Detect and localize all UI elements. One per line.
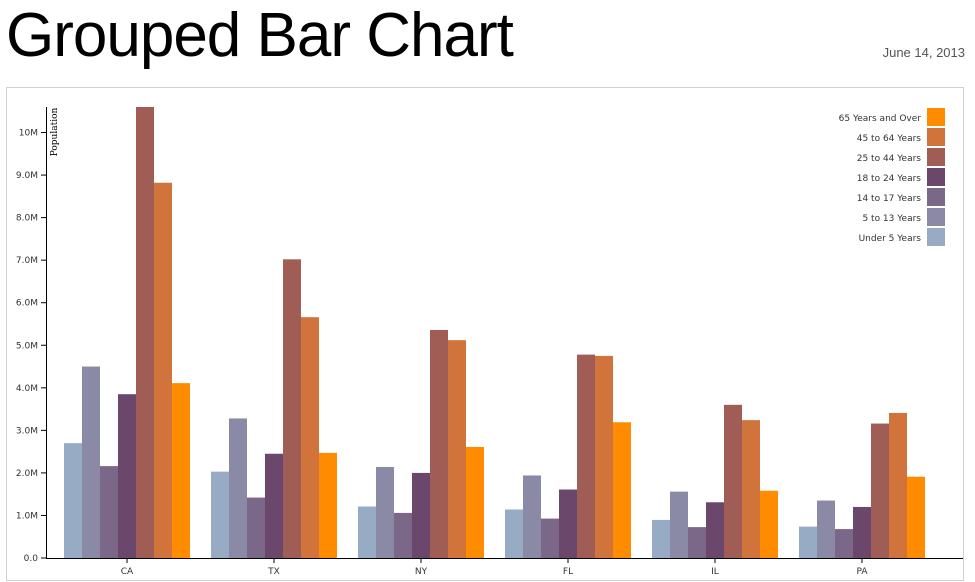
bar-ny-7 xyxy=(466,446,484,558)
y-axis: 0.0 1.0M 2.0M 3.0M 4.0M 5.0M 6.0M 7.0M 8.0M 9.0M 1… xyxy=(16,107,47,564)
bar-il-6 xyxy=(742,420,760,558)
y-tick-label: 8.0M xyxy=(16,214,38,224)
bar-il-4 xyxy=(706,502,724,558)
bar-pa-4 xyxy=(853,506,871,558)
chart-frame xyxy=(6,87,964,581)
bar-ny-3 xyxy=(394,512,412,558)
x-tick-label: TX xyxy=(267,567,280,577)
bar-pa-7 xyxy=(907,476,925,558)
bar-ny-5 xyxy=(430,329,448,558)
legend-swatch xyxy=(927,128,945,146)
page-title: Grouped Bar Chart xyxy=(6,1,514,70)
y-tick-label: 5.0M xyxy=(16,341,38,351)
bar-il-2 xyxy=(670,491,688,558)
bar-ny-1 xyxy=(358,506,376,558)
bar-tx-1 xyxy=(211,471,229,558)
legend-label: 5 to 13 Years xyxy=(862,214,921,224)
bar-pa-6 xyxy=(889,412,907,558)
bar-il-5 xyxy=(724,404,742,558)
legend-swatch xyxy=(927,208,945,226)
legend-label: Under 5 Years xyxy=(859,234,922,244)
bar-pa-3 xyxy=(835,529,853,558)
legend-swatch xyxy=(927,228,945,246)
legend: 65 Years and Over 45 to 64 Years 25 to 44 … xyxy=(839,108,945,246)
bar-pa-5 xyxy=(871,423,889,558)
bar-ca-5 xyxy=(136,107,154,558)
bars-layer xyxy=(64,107,925,559)
bar-ny-4 xyxy=(412,472,430,558)
y-tick-label: 3.0M xyxy=(16,426,38,436)
bar-tx-6 xyxy=(301,317,319,558)
legend-label: 14 to 17 Years xyxy=(857,194,922,204)
bar-ny-6 xyxy=(448,340,466,558)
y-tick-label: 0.0 xyxy=(24,554,39,564)
bar-pa-1 xyxy=(799,526,817,558)
bar-tx-2 xyxy=(229,418,247,558)
bar-fl-1 xyxy=(505,509,523,558)
y-tick-label: 7.0M xyxy=(16,256,38,266)
y-tick-label: 1.0M xyxy=(16,511,38,521)
bar-ca-6 xyxy=(154,182,172,559)
legend-swatch xyxy=(927,108,945,126)
bar-ca-1 xyxy=(64,443,82,558)
legend-label: 45 to 64 Years xyxy=(857,134,922,144)
bar-ca-3 xyxy=(100,466,118,558)
legend-swatch xyxy=(927,148,945,166)
legend-swatch xyxy=(927,168,945,186)
bar-il-3 xyxy=(688,527,706,558)
x-tick-label: CA xyxy=(121,567,134,577)
bar-il-7 xyxy=(760,490,778,558)
bar-ca-7 xyxy=(172,383,190,558)
bar-fl-3 xyxy=(541,518,559,558)
y-tick-label: 9.0M xyxy=(16,171,38,181)
bar-pa-2 xyxy=(817,500,835,558)
bar-tx-4 xyxy=(265,453,283,558)
bar-ca-4 xyxy=(118,394,136,558)
x-axis: CA TX NY FL IL PA xyxy=(46,558,963,577)
bar-tx-7 xyxy=(319,452,337,558)
legend-label: 25 to 44 Years xyxy=(857,154,922,164)
legend-swatch xyxy=(927,188,945,206)
bar-fl-4 xyxy=(559,489,577,558)
y-tick-label: 2.0M xyxy=(16,469,38,479)
bar-tx-3 xyxy=(247,497,265,558)
y-tick-label: 6.0M xyxy=(16,299,38,309)
x-tick-label: NY xyxy=(415,567,428,577)
bar-il-1 xyxy=(652,519,670,558)
bar-ny-2 xyxy=(376,466,394,558)
bar-ca-2 xyxy=(82,366,100,558)
bar-fl-2 xyxy=(523,475,541,558)
x-tick-label: FL xyxy=(563,567,573,577)
bar-fl-5 xyxy=(577,354,595,558)
y-tick-label: 4.0M xyxy=(16,384,38,394)
x-tick-label: IL xyxy=(711,567,719,577)
legend-label: 65 Years and Over xyxy=(839,114,922,124)
bar-tx-5 xyxy=(283,259,301,558)
bar-fl-7 xyxy=(613,422,631,558)
x-tick-label: PA xyxy=(856,567,868,577)
page-date: June 14, 2013 xyxy=(882,45,965,60)
legend-label: 18 to 24 Years xyxy=(857,174,922,184)
y-axis-title: Population xyxy=(50,107,60,156)
bar-fl-6 xyxy=(595,355,613,558)
y-tick-label: 10M xyxy=(19,129,38,139)
